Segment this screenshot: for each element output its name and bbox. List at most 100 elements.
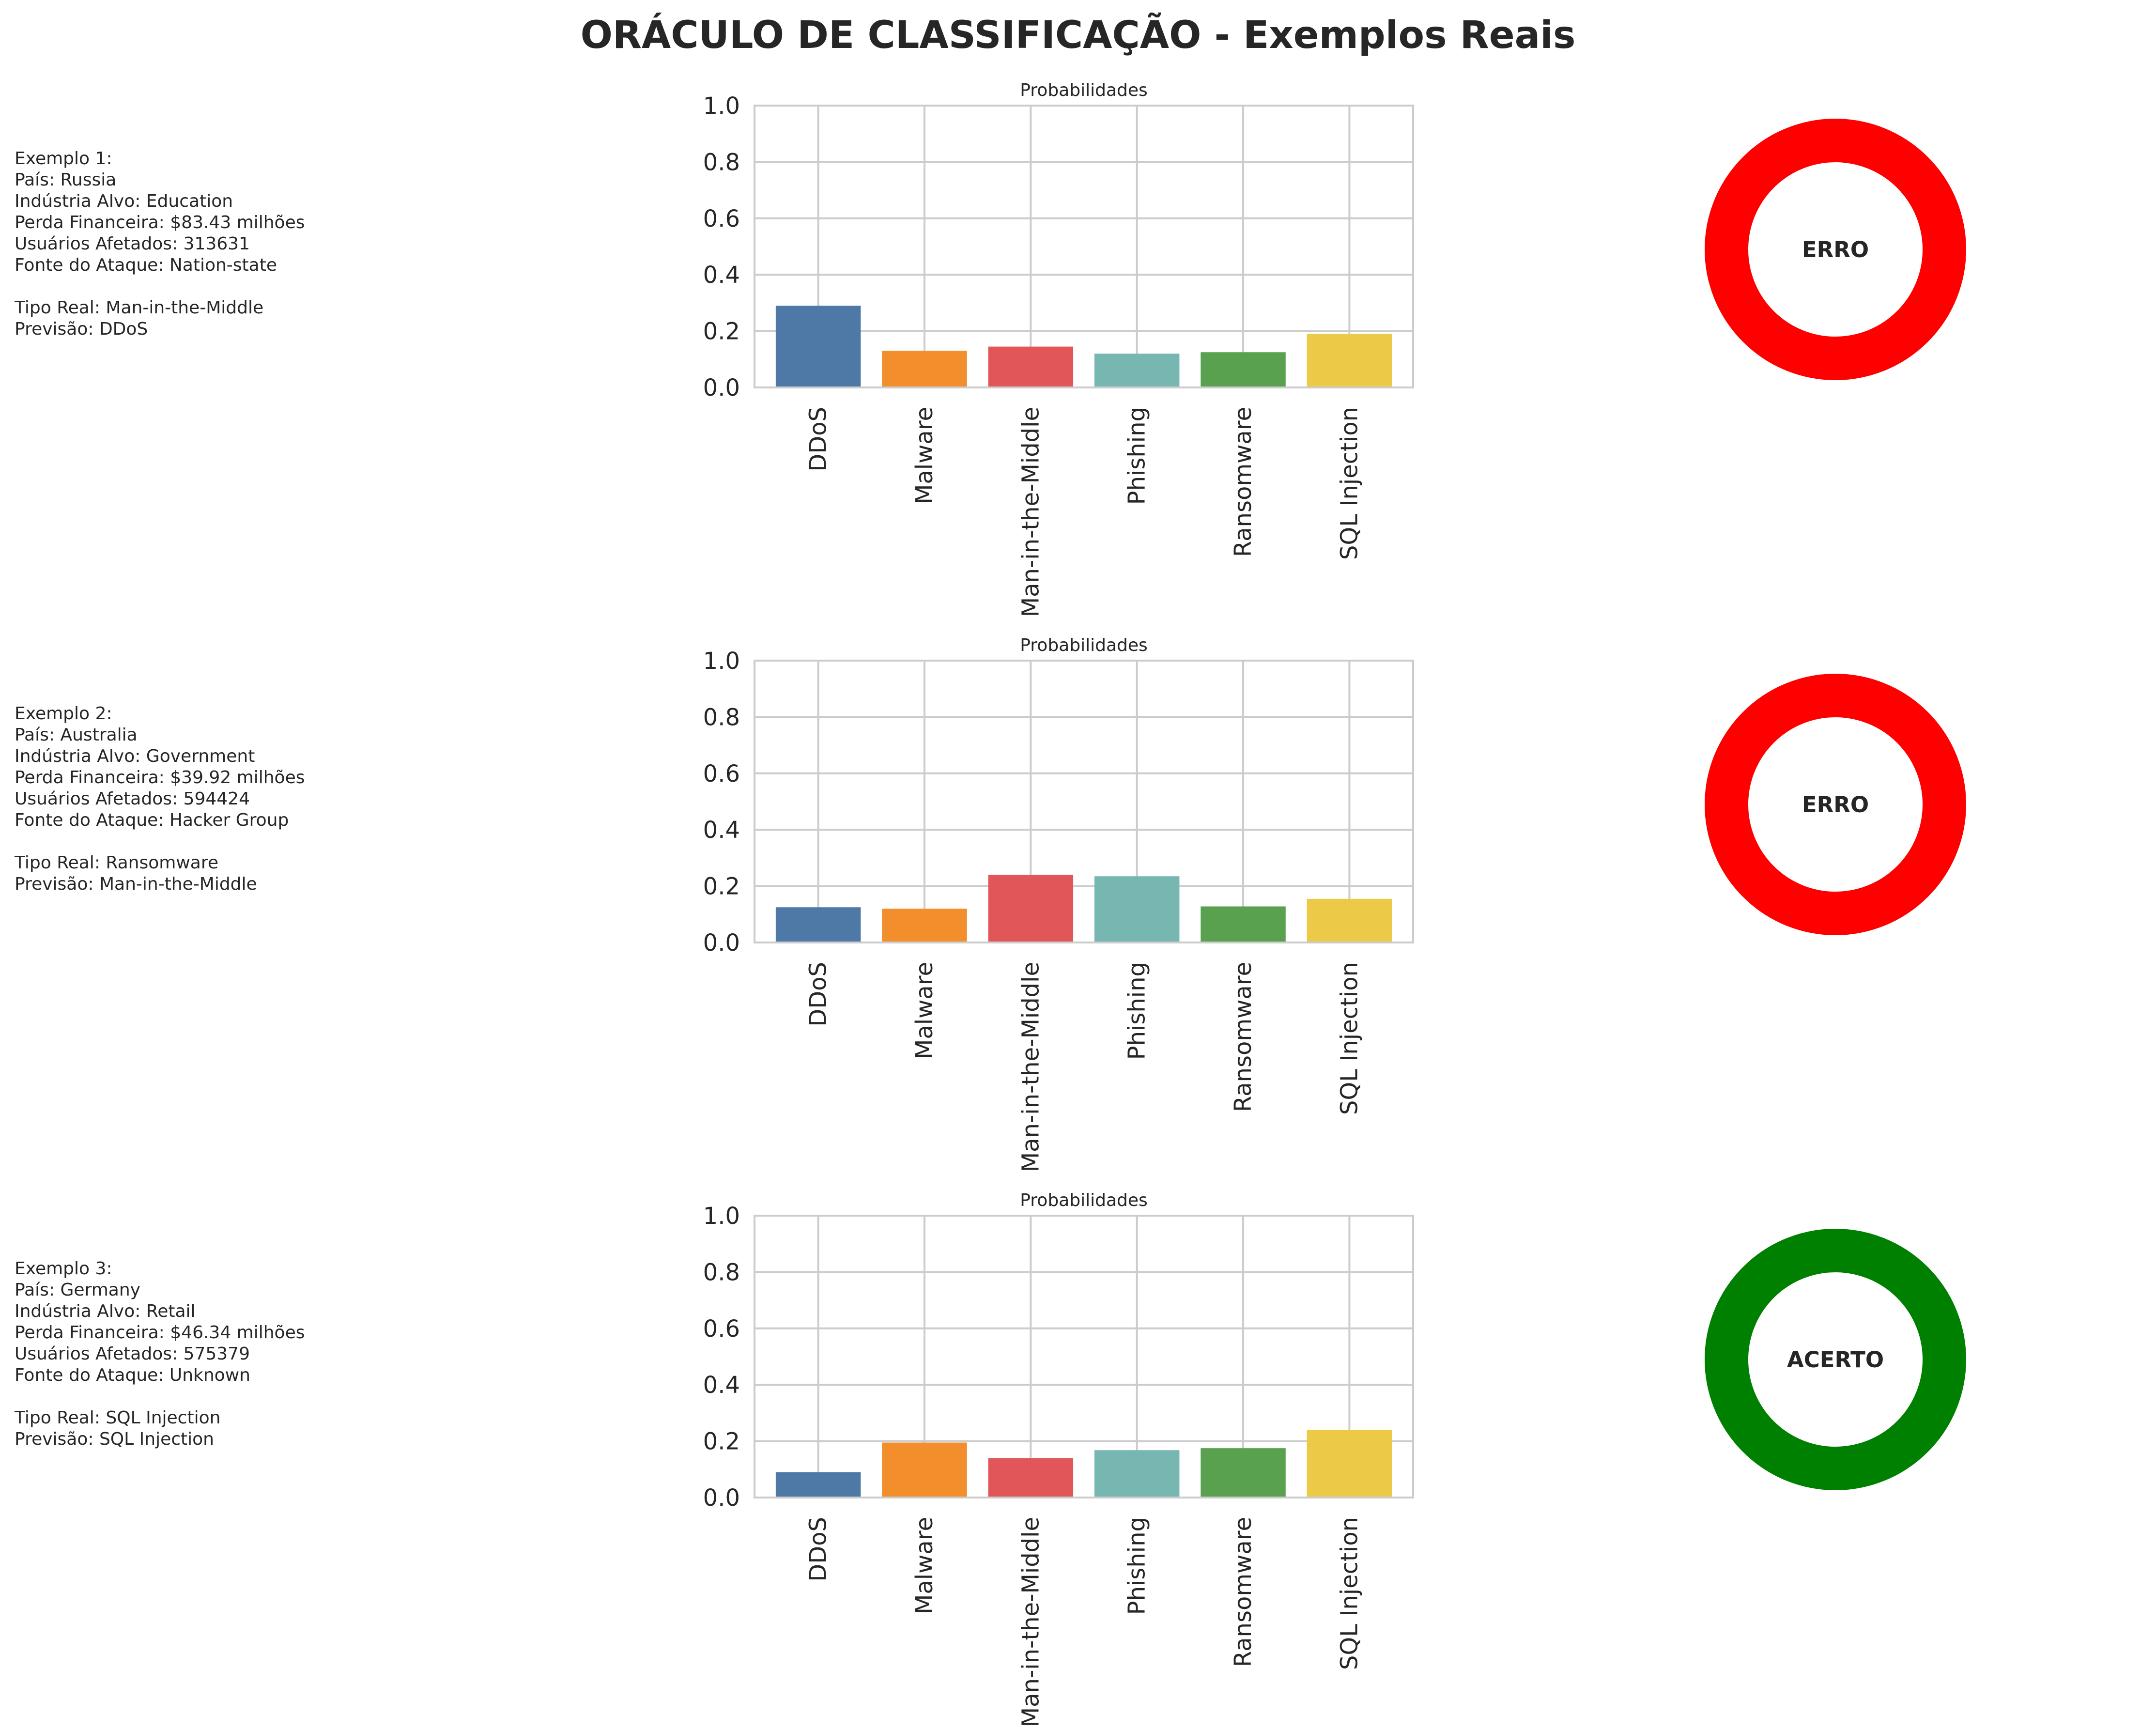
y-tick-label: 0.0 [703,929,740,957]
result-badge-3: ACERTO [1705,1229,1966,1490]
probability-chart-3: Probabilidades 0.0 0.2 0.4 0.6 0.8 1.0 DDoS Malw… [703,1190,1414,1727]
info-line-industria: Indústria Alvo: Education [15,191,233,211]
bar-malware [882,351,967,387]
info-line-industria: Indústria Alvo: Retail [15,1301,196,1321]
x-tick-label: SQL Injection [1336,962,1363,1115]
y-tick-label: 0.8 [703,704,740,731]
result-label: ACERTO [1787,1347,1884,1373]
x-tick-label: Ransomware [1230,1517,1257,1667]
x-tick-label: Phishing [1124,1517,1151,1615]
x-tick-label: Man-in-the-Middle [1017,962,1044,1172]
bar-sql-injection [1307,1430,1392,1498]
plot-frame [754,105,1414,388]
y-tick-label: 0.4 [703,262,740,289]
x-tick-label: SQL Injection [1336,1517,1363,1670]
info-line-industria: Indústria Alvo: Government [15,746,255,766]
chart-title: Probabilidades [1020,80,1148,100]
info-line-pais: País: Australia [15,725,138,745]
x-tick-label: Malware [911,407,938,504]
info-line-usuarios: Usuários Afetados: 313631 [15,234,250,254]
result-ring [1705,674,1966,935]
y-tick-label: 0.6 [703,760,740,788]
x-tick-label: Man-in-the-Middle [1017,407,1044,617]
bar-malware [882,1442,967,1498]
info-line-heading: Exemplo 1: [15,149,112,169]
bar-ddos [775,306,861,387]
info-line-heading: Exemplo 3: [15,1259,112,1279]
y-tick-label: 1.0 [703,1203,740,1230]
result-badge-2: ERRO [1705,674,1966,935]
bar-man-in-the-middle [988,875,1074,942]
x-tick-label: DDoS [805,1517,832,1582]
x-tick-label: Ransomware [1230,407,1257,557]
y-tick-label: 0.6 [703,1315,740,1343]
bar-phishing [1094,876,1180,942]
info-line-fonte: Fonte do Ataque: Unknown [15,1365,250,1385]
info-line-fonte: Fonte do Ataque: Hacker Group [15,810,289,830]
x-tick-label: DDoS [805,962,832,1027]
x-tick-label: Malware [911,962,938,1059]
x-tick-label: Man-in-the-Middle [1017,1517,1044,1727]
bar-man-in-the-middle [988,1458,1074,1498]
result-label: ERRO [1802,792,1869,818]
bar-phishing [1094,354,1180,387]
y-tick-label: 1.0 [703,93,740,120]
info-line-real: Tipo Real: Ransomware [15,853,218,873]
info-line-usuarios: Usuários Afetados: 594424 [15,789,250,809]
chart-title: Probabilidades [1020,1190,1148,1210]
x-tick-label: Ransomware [1230,962,1257,1112]
example-info-3: Exemplo 3: País: Germany Indústria Alvo: R… [15,1258,305,1450]
info-line-usuarios: Usuários Afetados: 575379 [15,1344,250,1364]
x-tick-label: Malware [911,1517,938,1614]
bar-ransomware [1201,906,1286,942]
y-tick-label: 0.0 [703,374,740,402]
info-line-real: Tipo Real: SQL Injection [15,1408,221,1428]
x-tick-label: SQL Injection [1336,407,1363,560]
x-tick-label: Phishing [1124,407,1151,505]
y-tick-label: 0.6 [703,205,740,232]
example-info-1: Exemplo 1: País: Russia Indústria Alvo: Ed… [15,148,305,340]
y-tick-label: 0.8 [703,149,740,176]
bar-malware [882,909,967,942]
plot-frame [754,1215,1414,1498]
x-tick-label: DDoS [805,407,832,472]
info-line-previsao: Previsão: Man-in-the-Middle [15,874,257,894]
y-tick-label: 1.0 [703,648,740,675]
bar-ransomware [1201,352,1286,387]
bar-phishing [1094,1450,1180,1498]
plot-frame [754,660,1414,943]
x-tick-label: Phishing [1124,962,1151,1060]
y-tick-label: 0.0 [703,1484,740,1512]
info-line-fonte: Fonte do Ataque: Nation-state [15,255,277,275]
info-line-heading: Exemplo 2: [15,704,112,724]
result-ring [1705,119,1966,380]
info-line-previsao: Previsão: DDoS [15,319,148,339]
example-info-2: Exemplo 2: País: Australia Indústria Alvo:… [15,703,305,895]
probability-chart-1: Probabilidades 0.0 0.2 0.4 0.6 0.8 1.0 DDoS Malw… [703,80,1414,617]
probability-chart-2: Probabilidades 0.0 0.2 0.4 0.6 0.8 1.0 DDoS Malw… [703,635,1414,1172]
bar-man-in-the-middle [988,346,1074,387]
result-ring [1705,1229,1966,1490]
info-line-perda: Perda Financeira: $83.43 milhões [15,213,305,232]
bar-ransomware [1201,1448,1286,1498]
y-tick-label: 0.2 [703,873,740,900]
main-title: ORÁCULO DE CLASSIFICAÇÃO - Exemplos Reai… [580,14,1576,57]
bar-ddos [775,907,861,942]
bar-sql-injection [1307,898,1392,942]
info-line-real: Tipo Real: Man-in-the-Middle [15,298,264,318]
y-tick-label: 0.8 [703,1259,740,1286]
y-tick-label: 0.2 [703,1428,740,1455]
info-line-perda: Perda Financeira: $46.34 milhões [15,1323,305,1343]
chart-title: Probabilidades [1020,635,1148,655]
info-line-pais: País: Russia [15,170,117,190]
y-tick-label: 0.2 [703,318,740,345]
info-line-perda: Perda Financeira: $39.92 milhões [15,768,305,788]
bar-sql-injection [1307,334,1392,387]
y-tick-label: 0.4 [703,817,740,844]
y-tick-label: 0.4 [703,1372,740,1399]
result-badge-1: ERRO [1705,119,1966,380]
info-line-pais: País: Germany [15,1280,140,1300]
result-label: ERRO [1802,237,1869,263]
bar-ddos [775,1472,861,1498]
info-line-previsao: Previsão: SQL Injection [15,1429,214,1449]
